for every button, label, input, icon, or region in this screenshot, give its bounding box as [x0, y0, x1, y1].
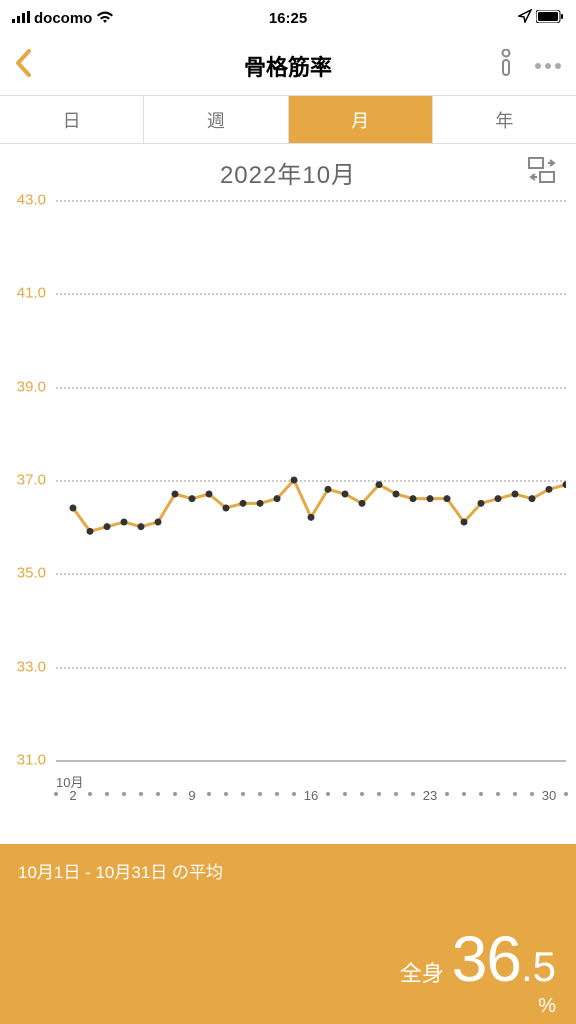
chart-marker	[240, 500, 247, 507]
chart-marker	[529, 495, 536, 502]
x-tick-dot	[139, 792, 143, 796]
chart-marker	[189, 495, 196, 502]
x-tick-dot	[394, 792, 398, 796]
summary-value: 全身 36.5	[400, 922, 556, 996]
chart-line	[73, 480, 566, 531]
more-icon[interactable]	[534, 57, 562, 75]
chart-marker	[563, 481, 567, 488]
chart-marker	[376, 481, 383, 488]
x-tick-dot	[411, 792, 415, 796]
period-label: 2022年10月	[220, 155, 356, 190]
chart-marker	[87, 528, 94, 535]
x-tick-dot	[292, 792, 296, 796]
x-tick-dot	[275, 792, 279, 796]
chart-marker	[546, 486, 553, 493]
layout-toggle-icon[interactable]	[528, 157, 558, 188]
x-tick-dot	[88, 792, 92, 796]
tab-month[interactable]: 月	[289, 96, 433, 143]
x-tick-dot	[207, 792, 211, 796]
chart-marker	[223, 505, 230, 512]
y-tick-label: 43.0	[17, 192, 46, 209]
chart-marker	[172, 491, 179, 498]
chart-marker	[461, 519, 468, 526]
wifi-icon	[96, 10, 114, 27]
tab-day[interactable]: 日	[0, 96, 144, 143]
battery-icon	[536, 10, 564, 27]
x-tick-dot	[156, 792, 160, 796]
x-tick-dot	[496, 792, 500, 796]
x-tick-dot	[564, 792, 568, 796]
x-tick-dot	[241, 792, 245, 796]
y-tick-label: 37.0	[17, 472, 46, 489]
x-tick-dot	[513, 792, 517, 796]
tab-year[interactable]: 年	[433, 96, 576, 143]
chart-marker	[342, 491, 349, 498]
x-tick-dot	[360, 792, 364, 796]
x-tick-dot	[258, 792, 262, 796]
x-tick-label: 16	[304, 788, 318, 803]
chart: 31.033.035.037.039.041.043.0 10月29162330	[0, 200, 576, 810]
chart-marker	[257, 500, 264, 507]
y-tick-label: 31.0	[17, 752, 46, 769]
page-title: 骨格筋率	[244, 50, 332, 82]
chart-marker	[206, 491, 213, 498]
summary-title: 10月1日 - 10月31日 の平均	[18, 858, 558, 883]
info-icon[interactable]	[498, 49, 514, 82]
x-tick-dot	[326, 792, 330, 796]
x-tick-dot	[224, 792, 228, 796]
signal-icon	[12, 10, 30, 27]
chart-marker	[291, 477, 298, 484]
status-bar: docomo 16:25	[0, 0, 576, 36]
chart-marker	[427, 495, 434, 502]
x-tick-label: 23	[423, 788, 437, 803]
y-tick-label: 41.0	[17, 285, 46, 302]
period-tabs: 日 週 月 年	[0, 96, 576, 144]
back-button[interactable]	[14, 48, 32, 83]
chart-marker	[325, 486, 332, 493]
x-tick-dot	[122, 792, 126, 796]
summary-panel: 10月1日 - 10月31日 の平均 全身 36.5 %	[0, 844, 576, 1024]
chart-marker	[155, 519, 162, 526]
period-row: 2022年10月	[0, 144, 576, 200]
x-tick-dot	[377, 792, 381, 796]
x-tick-dot	[343, 792, 347, 796]
chart-marker	[274, 495, 281, 502]
x-tick-dot	[173, 792, 177, 796]
y-tick-label: 39.0	[17, 378, 46, 395]
nav-bar: 骨格筋率	[0, 36, 576, 96]
tab-week[interactable]: 週	[144, 96, 288, 143]
summary-body-label: 全身	[400, 956, 444, 988]
chart-marker	[393, 491, 400, 498]
chart-marker	[512, 491, 519, 498]
chart-marker	[359, 500, 366, 507]
x-tick-dot	[462, 792, 466, 796]
x-tick-dot	[105, 792, 109, 796]
chart-marker	[70, 505, 77, 512]
chart-marker	[104, 523, 111, 530]
chart-marker	[495, 495, 502, 502]
chart-marker	[138, 523, 145, 530]
summary-unit: %	[538, 995, 556, 1018]
x-tick-dot	[530, 792, 534, 796]
chart-marker	[444, 495, 451, 502]
x-tick-dot	[479, 792, 483, 796]
x-tick-dot	[445, 792, 449, 796]
x-tick-dot	[54, 792, 58, 796]
summary-dec: .5	[521, 943, 556, 990]
chart-marker	[410, 495, 417, 502]
clock: 16:25	[269, 10, 307, 27]
location-icon	[518, 9, 532, 27]
x-tick-label: 30	[542, 788, 556, 803]
chart-marker	[478, 500, 485, 507]
y-tick-label: 33.0	[17, 658, 46, 675]
carrier-label: docomo	[34, 10, 92, 27]
x-tick-label: 9	[188, 788, 195, 803]
summary-int: 36	[452, 923, 521, 995]
x-tick-label: 2	[69, 788, 76, 803]
y-tick-label: 35.0	[17, 565, 46, 582]
chart-marker	[121, 519, 128, 526]
chart-marker	[308, 514, 315, 521]
